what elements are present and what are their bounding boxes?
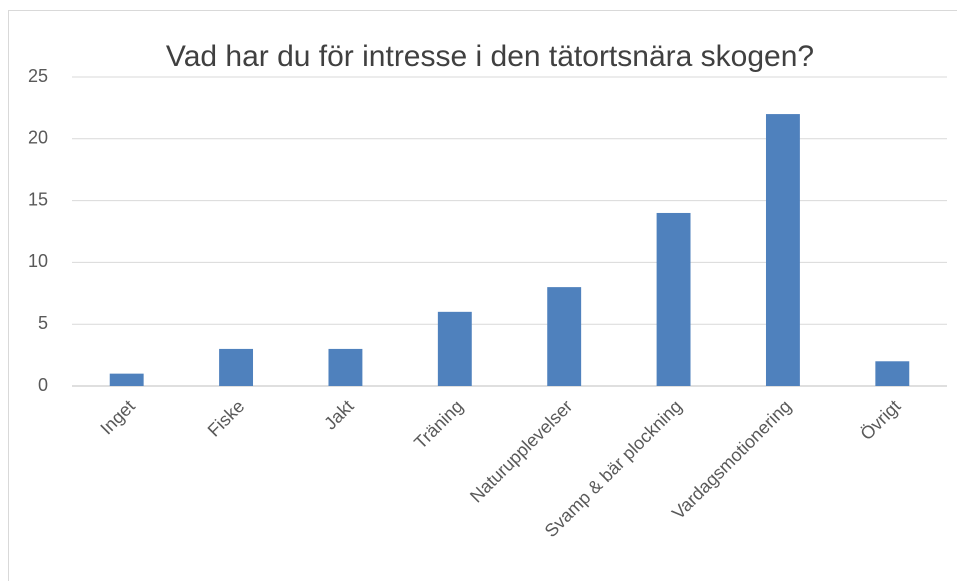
bar <box>547 287 582 386</box>
y-tick-label: 20 <box>28 128 48 148</box>
chart-title: Vad har du för intresse i den tätortsnär… <box>166 40 814 73</box>
y-tick-label: 0 <box>38 375 48 395</box>
y-tick-label: 5 <box>38 313 48 333</box>
bar <box>656 212 691 386</box>
y-tick-label: 25 <box>28 66 48 86</box>
y-tick-label: 15 <box>28 189 48 209</box>
bar <box>875 361 910 386</box>
bar <box>219 348 254 386</box>
bar <box>765 114 800 386</box>
y-tick-label: 10 <box>28 251 48 271</box>
bar <box>109 373 144 386</box>
bar <box>328 348 363 386</box>
bar <box>437 311 472 386</box>
